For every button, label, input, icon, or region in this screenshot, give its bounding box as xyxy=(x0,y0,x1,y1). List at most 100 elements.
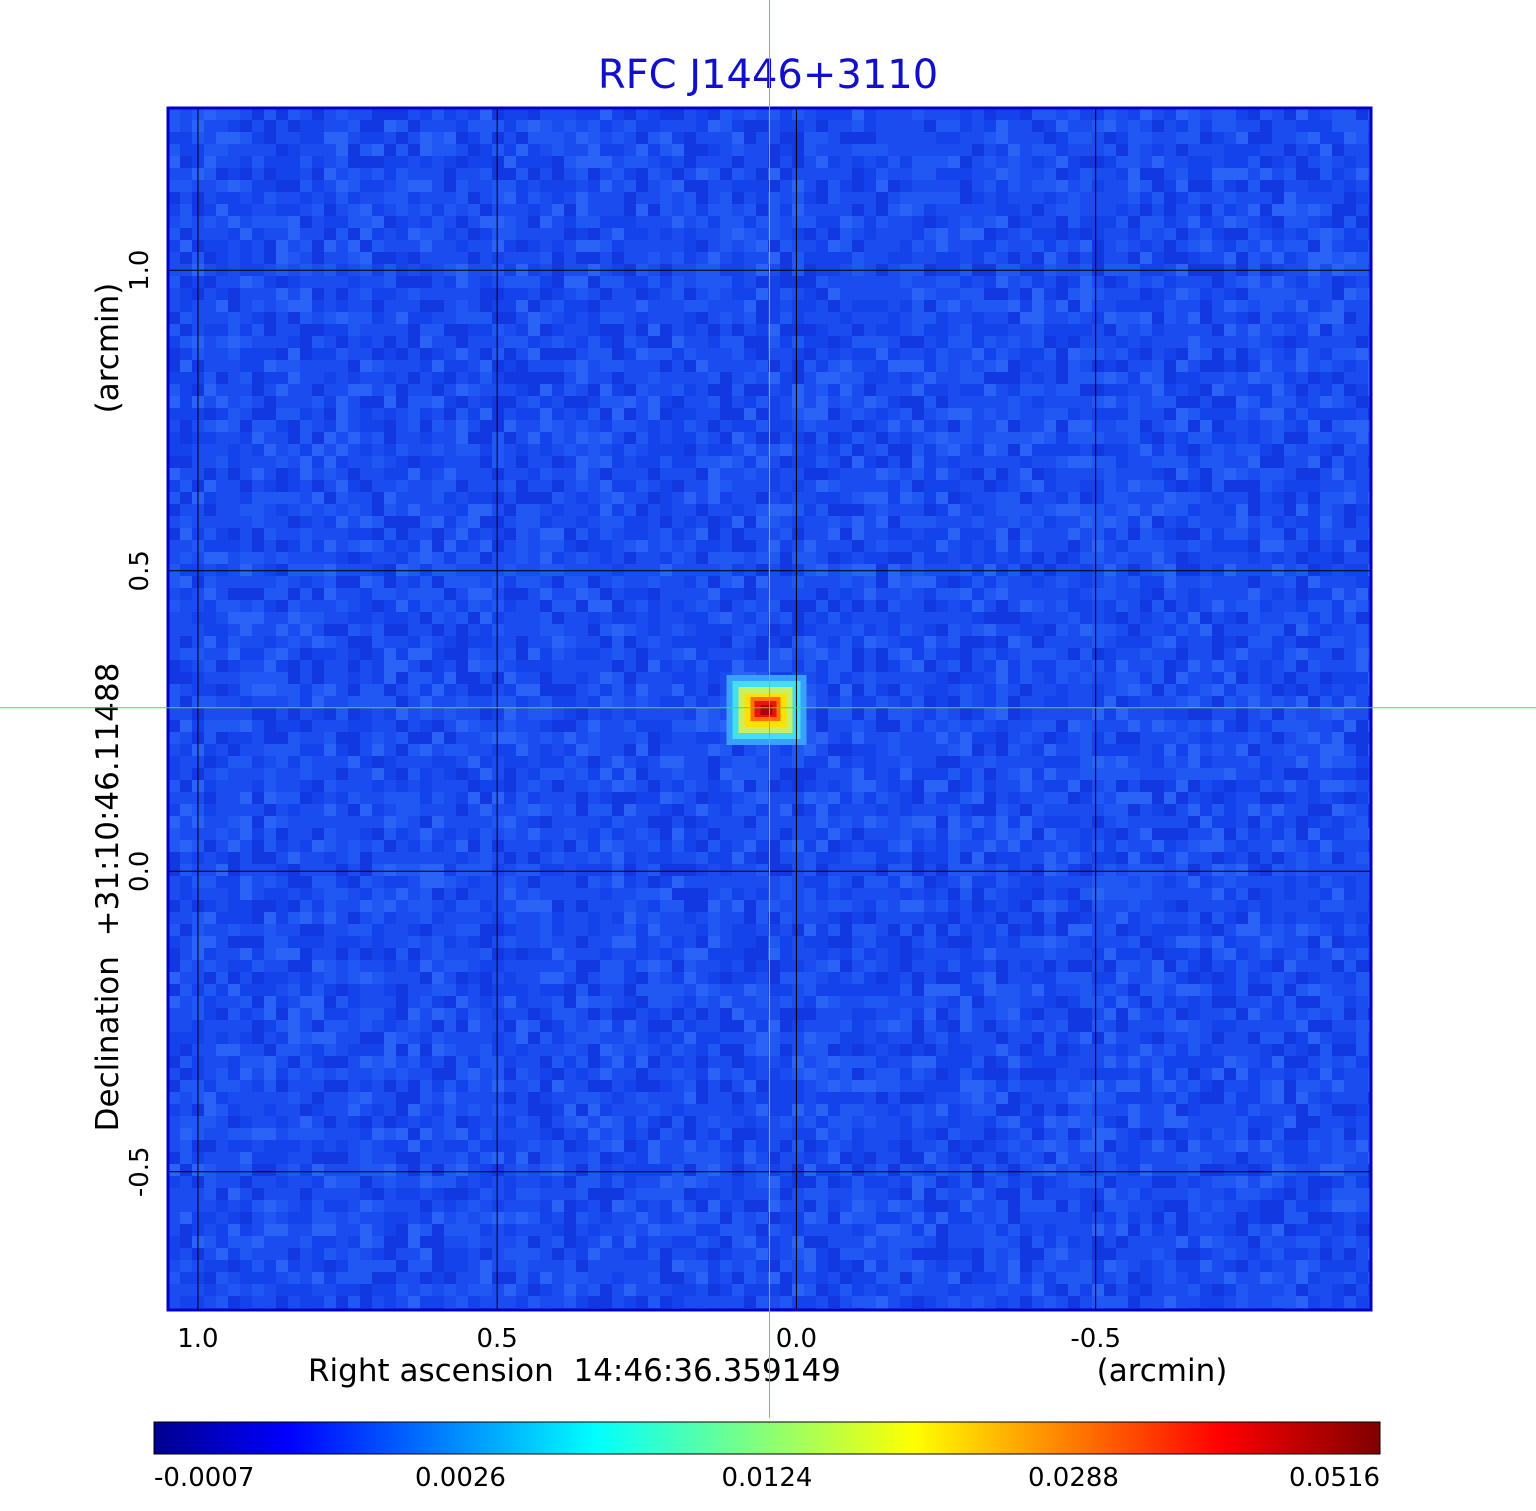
noise-cell xyxy=(312,480,324,492)
noise-cell xyxy=(1176,732,1188,744)
noise-cell xyxy=(480,996,492,1008)
noise-cell xyxy=(360,252,372,264)
noise-cell xyxy=(636,456,648,468)
noise-cell xyxy=(732,168,744,180)
noise-cell xyxy=(1020,660,1032,672)
noise-cell xyxy=(1344,996,1356,1008)
noise-cell xyxy=(840,636,852,648)
noise-cell xyxy=(1224,876,1236,888)
noise-cell xyxy=(336,156,348,168)
noise-cell xyxy=(492,168,504,180)
noise-cell xyxy=(1236,960,1248,972)
noise-cell xyxy=(708,528,720,540)
noise-cell xyxy=(1200,168,1212,180)
noise-cell xyxy=(780,276,792,288)
noise-cell xyxy=(804,780,816,792)
noise-cell xyxy=(1128,516,1140,528)
noise-cell xyxy=(396,780,408,792)
noise-cell xyxy=(1080,864,1092,876)
noise-cell xyxy=(1236,948,1248,960)
noise-cell xyxy=(1188,876,1200,888)
noise-cell xyxy=(780,624,792,636)
noise-cell xyxy=(576,492,588,504)
noise-cell xyxy=(1260,348,1272,360)
noise-cell xyxy=(1236,240,1248,252)
noise-cell xyxy=(996,1008,1008,1020)
noise-cell xyxy=(888,864,900,876)
noise-cell xyxy=(1332,744,1344,756)
noise-cell xyxy=(768,660,780,672)
noise-cell xyxy=(804,300,816,312)
noise-cell xyxy=(1164,228,1176,240)
noise-cell xyxy=(852,780,864,792)
noise-cell xyxy=(336,180,348,192)
noise-cell xyxy=(492,468,504,480)
noise-cell xyxy=(552,432,564,444)
noise-cell xyxy=(1044,240,1056,252)
noise-cell xyxy=(432,936,444,948)
noise-cell xyxy=(720,552,732,564)
noise-cell xyxy=(432,996,444,1008)
noise-cell xyxy=(1140,108,1152,120)
noise-cell xyxy=(528,492,540,504)
noise-cell xyxy=(1104,660,1116,672)
noise-cell xyxy=(576,108,588,120)
noise-cell xyxy=(840,732,852,744)
noise-cell xyxy=(1020,708,1032,720)
noise-cell xyxy=(624,744,636,756)
noise-cell xyxy=(228,588,240,600)
noise-cell xyxy=(420,900,432,912)
noise-cell xyxy=(804,192,816,204)
noise-cell xyxy=(576,432,588,444)
noise-cell xyxy=(936,768,948,780)
noise-cell xyxy=(1344,180,1356,192)
noise-cell xyxy=(1152,1008,1164,1020)
noise-cell xyxy=(828,660,840,672)
noise-cell xyxy=(384,348,396,360)
noise-cell xyxy=(672,408,684,420)
noise-cell xyxy=(1140,432,1152,444)
noise-cell xyxy=(1272,468,1284,480)
noise-cell xyxy=(1296,168,1308,180)
noise-cell xyxy=(432,384,444,396)
noise-cell xyxy=(1116,804,1128,816)
noise-cell xyxy=(336,708,348,720)
noise-cell xyxy=(420,588,432,600)
noise-cell xyxy=(984,300,996,312)
noise-cell xyxy=(1212,132,1224,144)
noise-cell xyxy=(816,960,828,972)
noise-cell xyxy=(756,936,768,948)
noise-cell xyxy=(1212,420,1224,432)
noise-cell xyxy=(1068,204,1080,216)
noise-cell xyxy=(660,804,672,816)
noise-cell xyxy=(720,312,732,324)
noise-cell xyxy=(1176,516,1188,528)
noise-cell xyxy=(1308,132,1320,144)
noise-cell xyxy=(372,864,384,876)
noise-cell xyxy=(900,696,912,708)
noise-cell xyxy=(384,864,396,876)
noise-cell xyxy=(1032,384,1044,396)
noise-cell xyxy=(948,444,960,456)
noise-cell xyxy=(336,396,348,408)
noise-cell xyxy=(1104,108,1116,120)
noise-cell xyxy=(720,840,732,852)
noise-cell xyxy=(828,408,840,420)
noise-cell xyxy=(804,564,816,576)
noise-cell xyxy=(1320,672,1332,684)
noise-cell xyxy=(984,552,996,564)
noise-cell xyxy=(540,672,552,684)
noise-cell xyxy=(792,336,804,348)
noise-cell xyxy=(552,168,564,180)
noise-cell xyxy=(276,168,288,180)
noise-cell xyxy=(1284,408,1296,420)
noise-cell xyxy=(720,516,732,528)
noise-cell xyxy=(1032,252,1044,264)
noise-cell xyxy=(1056,576,1068,588)
noise-cell xyxy=(648,372,660,384)
noise-cell xyxy=(1248,108,1260,120)
noise-cell xyxy=(888,444,900,456)
noise-cell xyxy=(948,408,960,420)
noise-cell xyxy=(1272,312,1284,324)
noise-cell xyxy=(228,912,240,924)
